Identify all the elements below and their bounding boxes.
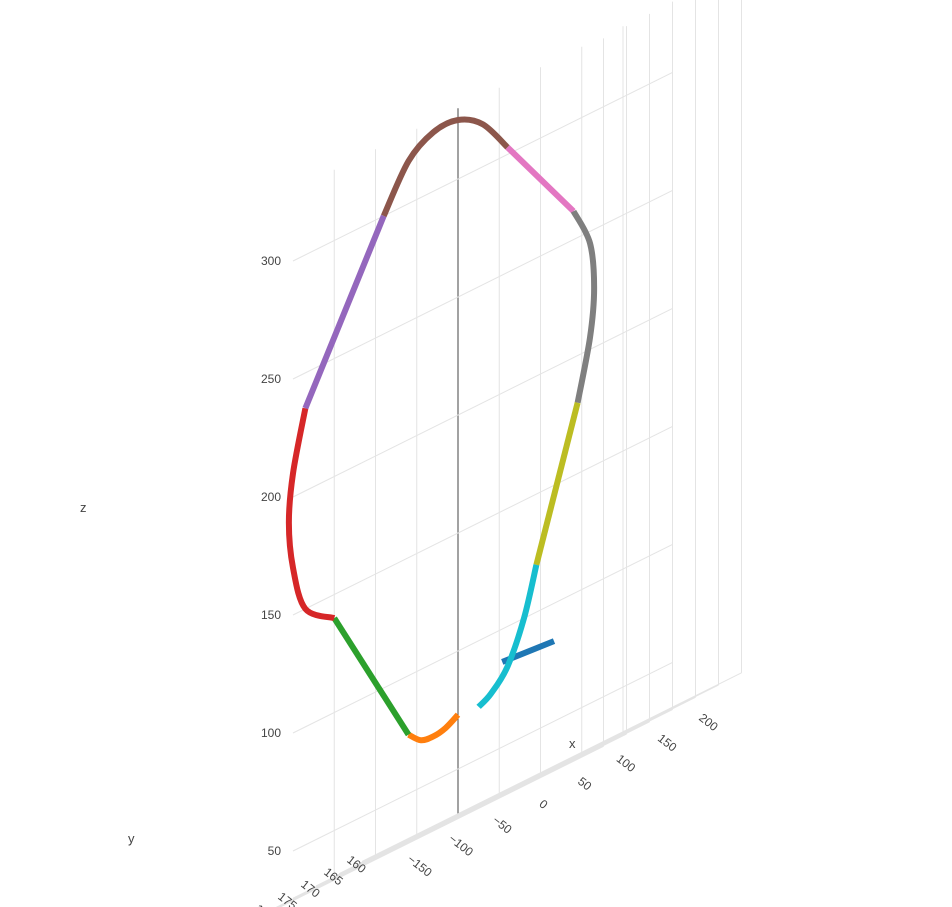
z-tick-label: 150 <box>261 608 281 622</box>
grid-line-z <box>292 189 673 380</box>
grid-line-z <box>292 71 673 262</box>
grid-line-z <box>292 543 673 734</box>
z-tick-label: 50 <box>268 844 282 858</box>
x-tick-label: 200 <box>696 711 721 735</box>
series-line-3 <box>285 407 336 622</box>
x-tick-label: 0 <box>537 797 551 812</box>
series-line-2 <box>331 616 412 737</box>
x-tick-label: 100 <box>614 752 639 776</box>
x-tick-label: 150 <box>655 731 680 755</box>
grid-line-y <box>315 696 696 887</box>
x-tick-label: −50 <box>490 813 515 837</box>
grid-line-y <box>277 733 627 907</box>
series-line-7 <box>570 209 598 404</box>
series-lines <box>285 116 598 744</box>
x-tick-label: −100 <box>446 831 476 859</box>
series-line-4 <box>302 214 387 410</box>
grid-lines <box>275 0 742 907</box>
series-line-5 <box>381 116 510 218</box>
grid-line-z <box>292 307 673 498</box>
series-line-1 <box>407 712 461 744</box>
series-line-6 <box>505 145 576 214</box>
grid-line-y <box>279 745 604 907</box>
grid-line-y <box>275 721 650 907</box>
y-tick-label: 170 <box>298 877 323 901</box>
tick-labels: −150 −100 −50 0 50 100 150 200 50 100 150 200 250 300… <box>252 254 721 907</box>
z-tick-label: 100 <box>261 726 281 740</box>
z-tick-label: 250 <box>261 372 281 386</box>
z-tick-label: 200 <box>261 490 281 504</box>
x-tick-label: 50 <box>575 774 594 793</box>
grid-line-y <box>292 709 673 899</box>
grid-line-y <box>338 684 719 875</box>
series-line-8 <box>533 402 581 566</box>
grid-line-z <box>292 425 673 616</box>
z-tick-label: 300 <box>261 254 281 268</box>
y-axis-title: y <box>128 831 135 846</box>
x-tick-label: −150 <box>405 852 435 880</box>
grid-line-y <box>361 672 742 862</box>
z-axis-title: z <box>80 500 87 515</box>
grid-line-z <box>292 661 673 852</box>
y-tick-label: 175 <box>275 889 300 907</box>
x-axis-title: x <box>569 736 576 751</box>
series-line-9 <box>476 564 540 709</box>
y-tick-label: 180 <box>252 902 277 907</box>
